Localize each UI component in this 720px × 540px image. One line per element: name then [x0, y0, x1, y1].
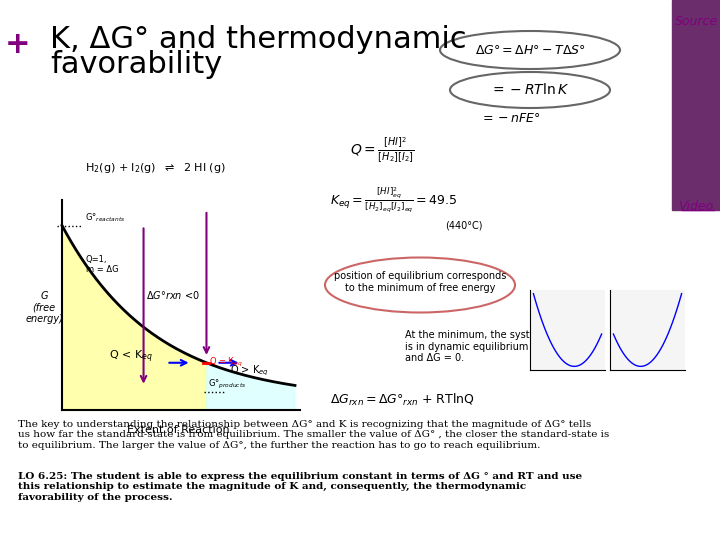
Text: H$_2$(g) + I$_2$(g)  $\rightleftharpoons$  2 HI (g): H$_2$(g) + I$_2$(g) $\rightleftharpoons$… — [85, 161, 226, 175]
Text: favorability: favorability — [50, 50, 222, 79]
Text: G
(free
energy): G (free energy) — [25, 291, 63, 324]
Polygon shape — [207, 363, 295, 410]
Text: Source: Source — [675, 15, 718, 28]
Text: $K_{eq} = \frac{[HI]^2_{eq}}{[H_2]_{eq}[I_2]_{eq}} = 49.5$: $K_{eq} = \frac{[HI]^2_{eq}}{[H_2]_{eq}[… — [330, 186, 458, 214]
Text: Q < K$_{eq}$: Q < K$_{eq}$ — [109, 348, 153, 364]
Text: $\Delta G°= \Delta H° - T\Delta S°$: $\Delta G°= \Delta H° - T\Delta S°$ — [474, 44, 585, 57]
Text: $\Delta G_{rxn} = \Delta G°_{rxn}$ + RTlnQ: $\Delta G_{rxn} = \Delta G°_{rxn}$ + RTl… — [330, 392, 474, 408]
Bar — [672, 0, 720, 210]
Text: G°$_{reactants}$: G°$_{reactants}$ — [85, 211, 126, 224]
Text: Q > K$_{eq}$: Q > K$_{eq}$ — [230, 363, 269, 378]
Text: Extent of Reaction: Extent of Reaction — [127, 425, 230, 435]
Text: K, ΔG° and thermodynamic: K, ΔG° and thermodynamic — [50, 25, 467, 54]
Polygon shape — [62, 226, 207, 410]
Text: Q=1,
m = ΔG: Q=1, m = ΔG — [86, 255, 118, 274]
Text: G°$_{products}$: G°$_{products}$ — [209, 377, 247, 390]
Text: Video: Video — [678, 200, 714, 213]
Text: $= -nFE°$: $= -nFE°$ — [480, 111, 541, 125]
Text: (440°C): (440°C) — [445, 220, 482, 230]
Text: position of equilibrium corresponds
to the minimum of free energy: position of equilibrium corresponds to t… — [334, 271, 506, 293]
Text: At the minimum, the system
is in dynamic equilibrium
and ΔG = 0.: At the minimum, the system is in dynamic… — [405, 330, 545, 363]
Text: LO 6.25: The student is able to express the equilibrium constant in terms of ΔG : LO 6.25: The student is able to express … — [18, 472, 582, 502]
Text: $\Delta G°rxn$ <0: $\Delta G°rxn$ <0 — [145, 288, 199, 301]
Text: +: + — [5, 30, 31, 59]
Text: $Q = \frac{[HI]^2}{[H_2][I_2]}$: $Q = \frac{[HI]^2}{[H_2][I_2]}$ — [350, 136, 415, 165]
Text: Q = K$_{eq}$: Q = K$_{eq}$ — [210, 356, 243, 369]
Text: $= -RT\ln K$: $= -RT\ln K$ — [490, 83, 570, 98]
Text: The key to understanding the relationship between ΔG° and K is recognizing that : The key to understanding the relationshi… — [18, 420, 609, 450]
